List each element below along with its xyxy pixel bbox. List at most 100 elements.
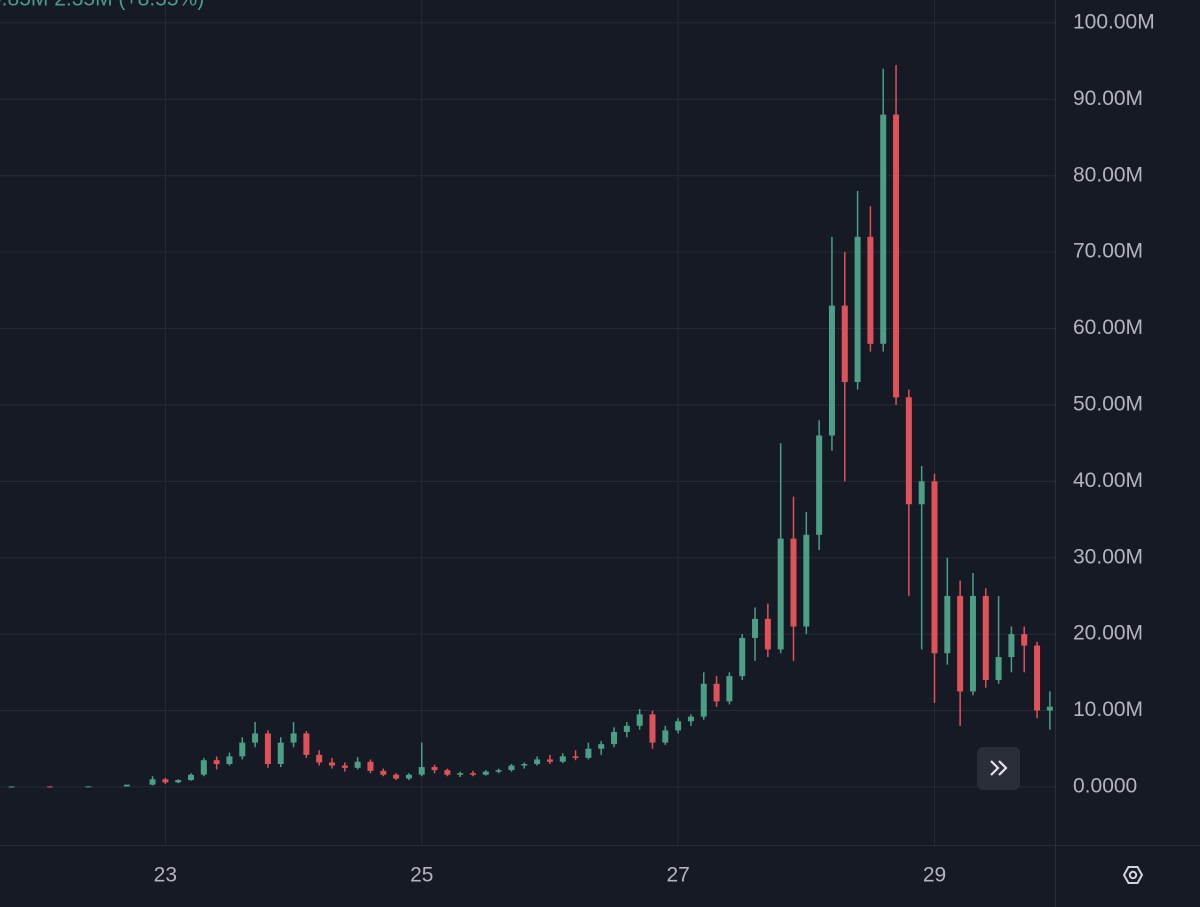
- candle-body: [290, 733, 297, 743]
- candle-body: [431, 767, 438, 771]
- y-tick-label: 10.00M: [1073, 698, 1143, 721]
- y-tick-label: 30.00M: [1073, 545, 1143, 568]
- candle-body: [854, 236, 861, 383]
- candle-body: [1008, 634, 1015, 658]
- legend-text: 9.85M 2.35M (+8.55%): [0, 0, 204, 11]
- candle-body: [534, 759, 541, 765]
- candle-body: [636, 714, 643, 726]
- candle-body: [918, 481, 925, 505]
- candle-body: [1046, 706, 1053, 711]
- candle-body: [841, 305, 848, 383]
- candle-body: [905, 397, 912, 505]
- candle-body: [444, 770, 451, 775]
- candle-body: [316, 754, 323, 763]
- candle-body: [790, 538, 797, 627]
- candle-body: [687, 716, 694, 722]
- candle-body: [957, 595, 964, 692]
- candle-body: [341, 765, 348, 768]
- candle-body: [367, 761, 374, 771]
- candle-body: [175, 780, 182, 783]
- candle-body: [46, 786, 53, 788]
- x-tick-label: 25: [410, 864, 433, 887]
- x-tick-label: 27: [666, 864, 689, 887]
- candle-body: [1021, 634, 1028, 646]
- candle-body: [931, 481, 938, 654]
- candle-body: [675, 721, 682, 731]
- candle-body: [200, 760, 207, 775]
- grid: [0, 0, 1055, 845]
- candle-body: [649, 714, 656, 743]
- y-tick-label: 0.0000: [1073, 774, 1137, 797]
- candle-body: [1034, 645, 1041, 711]
- y-tick-label: 90.00M: [1073, 87, 1143, 110]
- candle-body: [713, 683, 720, 702]
- candle-body: [508, 765, 515, 771]
- y-tick-label: 40.00M: [1073, 469, 1143, 492]
- y-tick-label: 100.00M: [1073, 10, 1155, 33]
- candle-body: [752, 618, 759, 638]
- y-tick-label: 50.00M: [1073, 392, 1143, 415]
- candle-body: [149, 779, 156, 785]
- candle-body: [623, 725, 630, 732]
- candle-body: [226, 756, 233, 765]
- candle-body: [85, 786, 92, 788]
- candle-body: [354, 761, 361, 768]
- candle-body: [546, 759, 553, 762]
- candle-body: [252, 733, 259, 743]
- candle-body: [123, 784, 130, 787]
- candle-body: [380, 770, 387, 775]
- settings-icon-center[interactable]: [1128, 870, 1138, 880]
- scroll-button[interactable]: [977, 747, 1020, 790]
- scroll-button-icon[interactable]: [990, 760, 1008, 776]
- settings-button[interactable]: [1122, 866, 1144, 884]
- y-tick-label: 20.00M: [1073, 622, 1143, 645]
- candle-body: [8, 786, 15, 788]
- candle-body: [944, 595, 951, 654]
- candle-body: [585, 748, 592, 758]
- candle-body: [893, 114, 900, 398]
- candle-body: [880, 114, 887, 344]
- labels: 0.0000 10.00M 20.00M 30.00M 40.00M 50.00M 60.0…: [154, 10, 1155, 886]
- x-tick-label: 23: [154, 864, 177, 887]
- candle-body: [969, 595, 976, 692]
- candle-body: [482, 771, 489, 775]
- candle-body: [521, 764, 528, 766]
- candle-body: [828, 305, 835, 436]
- candle-body: [264, 733, 271, 765]
- candle-body: [239, 742, 246, 757]
- x-tick-label: 29: [923, 864, 946, 887]
- candle-body: [726, 676, 733, 702]
- candle-body: [495, 770, 502, 772]
- settings-icon[interactable]: [1122, 866, 1144, 884]
- candle-body: [470, 773, 477, 775]
- candle-body: [764, 618, 771, 650]
- candle-body: [662, 730, 669, 743]
- candle-body: [418, 767, 425, 775]
- candle-body: [277, 742, 284, 765]
- candles: [8, 64, 1053, 788]
- y-tick-label: 60.00M: [1073, 316, 1143, 339]
- y-tick-label: 80.00M: [1073, 163, 1143, 186]
- candle-body: [982, 595, 989, 680]
- candle-body: [700, 683, 707, 717]
- candle-body: [803, 534, 810, 627]
- candle-body: [559, 756, 566, 762]
- candle-body: [393, 774, 400, 779]
- candle-body: [162, 779, 169, 783]
- candle-body: [303, 733, 310, 755]
- candle-body: [995, 657, 1002, 680]
- candle-body: [188, 774, 195, 781]
- y-tick-label: 70.00M: [1073, 240, 1143, 263]
- candle-body: [213, 760, 220, 765]
- candle-body: [611, 731, 618, 745]
- candle-body: [777, 538, 784, 650]
- candle-body: [405, 774, 412, 779]
- candle-body: [598, 744, 605, 749]
- candle-body: [457, 773, 464, 775]
- candle-body: [329, 762, 336, 766]
- candle-body: [867, 236, 874, 344]
- candle-body: [816, 435, 823, 535]
- candle-body: [739, 637, 746, 677]
